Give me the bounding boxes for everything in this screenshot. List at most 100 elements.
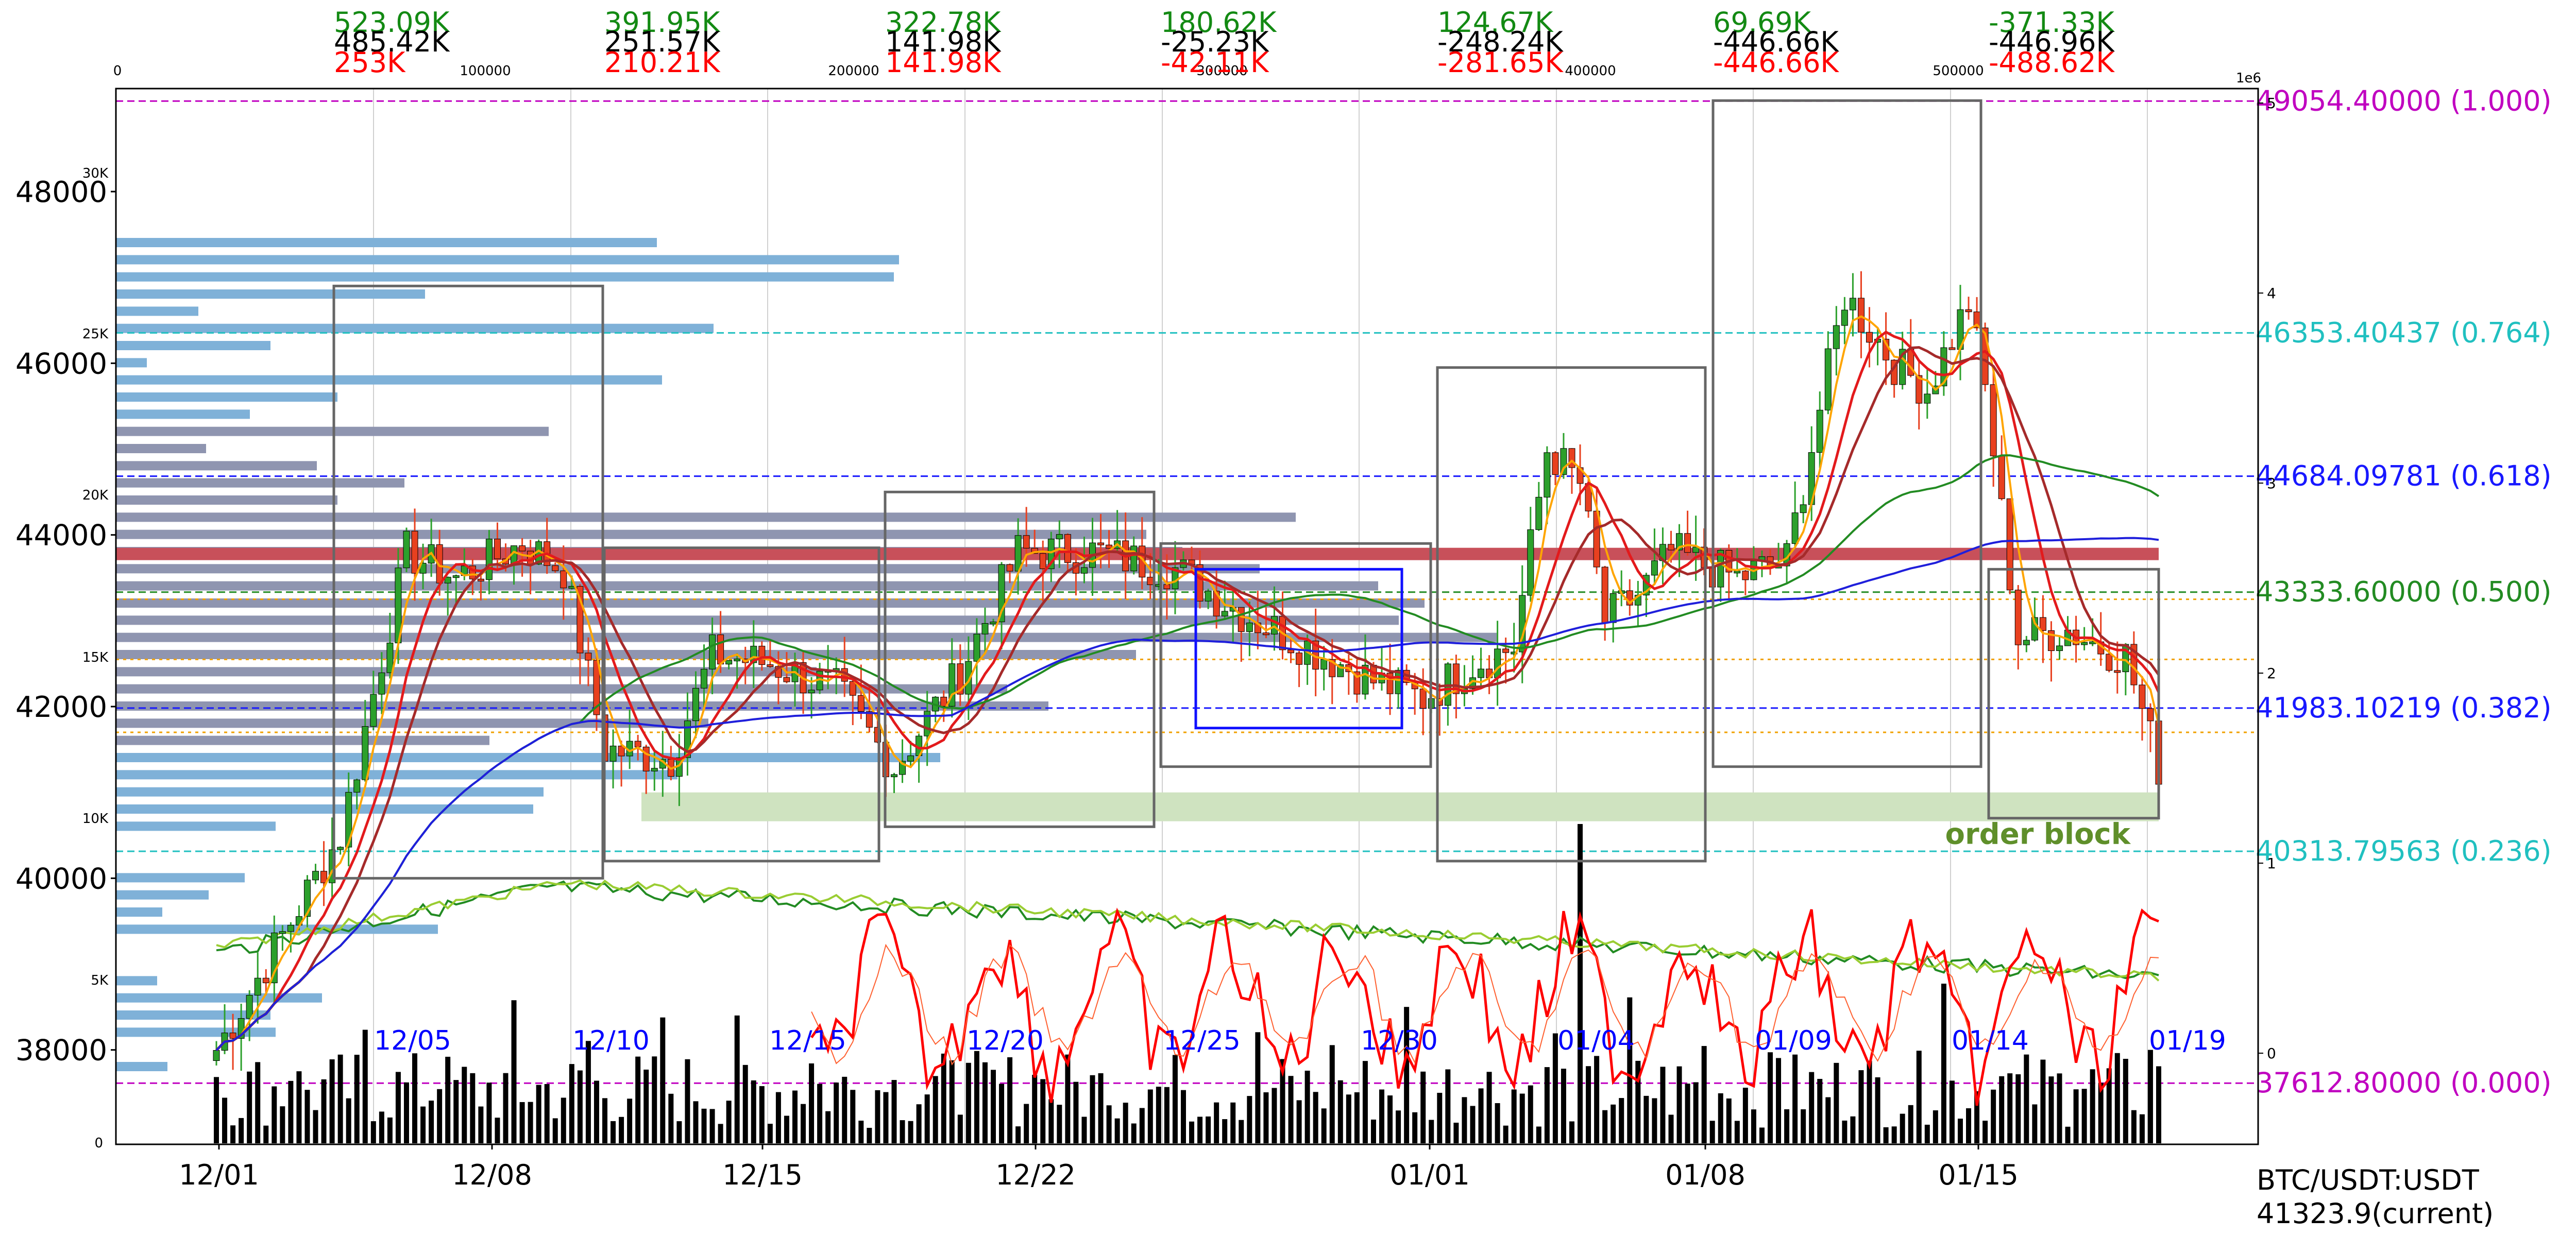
- candle-body: [1734, 571, 1741, 574]
- volume-bar: [528, 1102, 533, 1143]
- box-stat-black: -446.66K: [1713, 26, 1839, 58]
- volume-profile-bar: [116, 1062, 167, 1071]
- volume-profile-bar: [116, 753, 940, 762]
- candle-body: [1684, 533, 1691, 553]
- candle-body: [1651, 560, 1658, 576]
- volume-bar: [478, 1106, 484, 1143]
- candle-body: [213, 1050, 220, 1061]
- volume-bar: [1751, 1109, 1756, 1143]
- volume-bar: [858, 1121, 864, 1143]
- volume-bar: [924, 1094, 930, 1143]
- volume-profile-bar: [116, 289, 425, 299]
- volume-bar: [1850, 1116, 1856, 1143]
- box-stat-red: -446.66K: [1713, 46, 1839, 79]
- ma-line-longest: [215, 537, 2159, 1051]
- candle-body: [585, 653, 592, 661]
- volume-profile-bar: [116, 821, 276, 831]
- volume-profile-bar: [116, 564, 1260, 574]
- candle-body: [701, 668, 708, 689]
- volume-bar: [362, 1029, 368, 1143]
- candle-body: [444, 577, 451, 583]
- candle-body: [2039, 617, 2046, 631]
- volume-bar: [1924, 1124, 1930, 1143]
- volume-bar: [255, 1062, 261, 1143]
- volume-bar: [470, 1073, 476, 1143]
- candle-body: [262, 977, 269, 984]
- volume-bar: [1495, 1103, 1500, 1143]
- price-tick-label: 38000: [15, 1034, 107, 1068]
- candle-body: [519, 545, 526, 552]
- volume-zero-tick: 0: [94, 1136, 103, 1151]
- volume-profile-bar: [116, 667, 817, 677]
- candle-body: [1502, 648, 1510, 653]
- volume-bar: [1883, 1127, 1889, 1143]
- box-stat-green: 391.95K: [604, 6, 721, 39]
- right-tick-label: 5: [2267, 95, 2276, 112]
- candle-body: [2023, 640, 2030, 645]
- volume-profile-bar: [116, 461, 317, 471]
- candle-body: [2081, 642, 2088, 645]
- volume-profile-bar: [116, 238, 657, 247]
- volume-bar: [1809, 1072, 1815, 1143]
- volume-bar: [1462, 1097, 1467, 1143]
- volume-top-tick: 200000: [828, 63, 879, 79]
- candle-body: [973, 633, 980, 662]
- candle-body: [1006, 564, 1013, 572]
- volume-bar: [2123, 1058, 2128, 1143]
- candle-body: [1238, 607, 1245, 632]
- oscillator-layer: [216, 879, 2160, 1106]
- volume-bar: [991, 1070, 996, 1143]
- volume-bar: [767, 1124, 773, 1143]
- candle-body: [2006, 498, 2013, 591]
- inner-date-label: 12/30: [1361, 1025, 1438, 1056]
- candle-body: [2122, 644, 2129, 673]
- volume-bar: [1957, 1119, 1963, 1143]
- candle-body: [1692, 546, 1700, 553]
- volume-bar: [1189, 1121, 1195, 1143]
- volume-bar: [685, 1059, 690, 1143]
- volume-bar: [453, 1080, 459, 1143]
- volume-bar: [1900, 1113, 1905, 1143]
- volume-bar: [1024, 1104, 1029, 1143]
- box-stat-black: 485.42K: [334, 26, 450, 58]
- volume-bar: [1776, 1058, 1782, 1143]
- candle-body: [1609, 593, 1617, 623]
- candle-body: [1916, 375, 1923, 404]
- candle-body: [808, 690, 815, 694]
- volume-bar: [834, 1083, 839, 1143]
- volume-bar: [2098, 1083, 2104, 1143]
- volume-bar: [1032, 1074, 1038, 1143]
- range-box: [1987, 568, 2160, 820]
- volume-bar: [883, 1092, 889, 1143]
- candle-body: [642, 746, 650, 771]
- volume-profile-bar: [116, 255, 899, 265]
- date-tick-label: 12/08: [452, 1159, 532, 1191]
- fib-label: 37612.80000 (0.000): [2256, 1067, 2552, 1099]
- inner-date-label: 12/10: [572, 1025, 650, 1056]
- volume-bar: [247, 1071, 252, 1143]
- candle-body: [990, 622, 997, 625]
- candle-body: [279, 931, 286, 934]
- candle-body: [1742, 571, 1749, 580]
- candle-body: [1221, 611, 1228, 616]
- volume-bar: [1660, 1067, 1666, 1143]
- candle-body: [452, 575, 460, 578]
- volume-bar: [569, 1064, 574, 1143]
- candle-body: [1064, 534, 1071, 563]
- volume-bar: [965, 1062, 971, 1143]
- volume-profile-bar: [116, 409, 250, 419]
- candle-body: [1948, 347, 1956, 350]
- volume-bar: [1396, 1110, 1401, 1143]
- fib-label: 43333.60000 (0.500): [2256, 576, 2552, 608]
- candle-body: [924, 711, 931, 736]
- fib-label: 44684.09781 (0.618): [2256, 460, 2552, 492]
- volume-bar: [1569, 1121, 1574, 1143]
- candle-body: [1296, 653, 1303, 665]
- moving-averages-layer: [215, 315, 2160, 1052]
- volume-bar: [1594, 1056, 1600, 1143]
- range-box: [332, 284, 604, 880]
- volume-bar: [1445, 1069, 1451, 1143]
- range-boxes-layer: [332, 99, 2160, 880]
- volume-bar: [1676, 1066, 1682, 1143]
